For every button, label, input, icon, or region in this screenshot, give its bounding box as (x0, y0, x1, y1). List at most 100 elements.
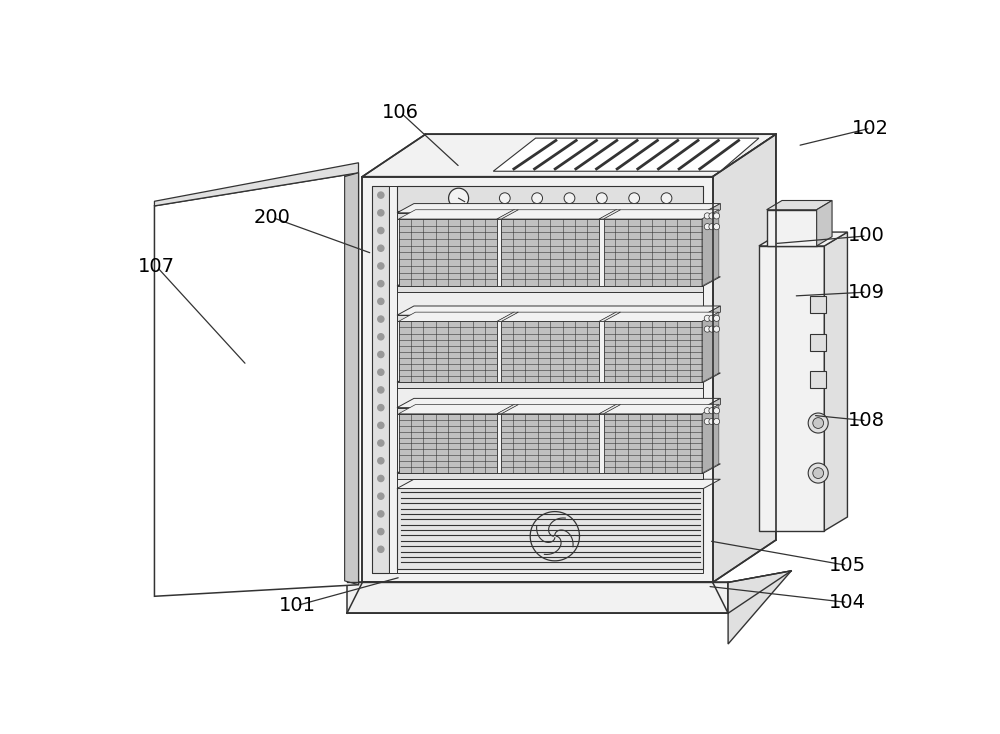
Polygon shape (399, 404, 515, 414)
Polygon shape (397, 186, 703, 211)
Polygon shape (497, 321, 501, 382)
Circle shape (709, 326, 715, 333)
Circle shape (813, 468, 824, 479)
Text: 106: 106 (382, 103, 419, 123)
Circle shape (378, 334, 384, 340)
Polygon shape (767, 210, 817, 246)
Polygon shape (599, 321, 604, 382)
Polygon shape (817, 200, 832, 246)
Circle shape (378, 352, 384, 357)
Circle shape (808, 463, 828, 483)
Polygon shape (497, 210, 518, 219)
Polygon shape (397, 382, 703, 388)
Circle shape (629, 193, 640, 203)
Polygon shape (397, 315, 703, 321)
Circle shape (378, 422, 384, 429)
Polygon shape (345, 171, 358, 177)
Circle shape (713, 224, 720, 230)
Polygon shape (497, 219, 501, 286)
Circle shape (378, 263, 384, 269)
Circle shape (378, 476, 384, 482)
Polygon shape (345, 172, 358, 585)
Polygon shape (810, 335, 826, 352)
Polygon shape (599, 414, 604, 473)
Text: 102: 102 (852, 119, 889, 137)
Polygon shape (703, 399, 720, 414)
Polygon shape (810, 371, 826, 388)
Polygon shape (767, 200, 832, 210)
Text: 107: 107 (138, 257, 175, 276)
Circle shape (378, 546, 384, 553)
Polygon shape (362, 134, 776, 177)
Polygon shape (397, 399, 720, 407)
Polygon shape (703, 306, 720, 321)
Circle shape (709, 407, 715, 414)
Circle shape (704, 224, 710, 230)
Circle shape (378, 228, 384, 233)
Circle shape (532, 193, 543, 203)
Circle shape (378, 210, 384, 216)
Circle shape (808, 413, 828, 433)
Polygon shape (397, 203, 720, 213)
Polygon shape (501, 219, 600, 286)
Circle shape (378, 493, 384, 499)
Polygon shape (397, 213, 703, 219)
Polygon shape (603, 414, 702, 473)
Circle shape (378, 528, 384, 534)
Circle shape (709, 224, 715, 230)
Polygon shape (399, 312, 515, 321)
Polygon shape (397, 277, 720, 286)
Polygon shape (397, 306, 720, 315)
Circle shape (378, 458, 384, 464)
Circle shape (713, 315, 720, 321)
Circle shape (499, 193, 510, 203)
Polygon shape (397, 407, 703, 414)
Polygon shape (501, 321, 600, 382)
Polygon shape (603, 404, 719, 414)
Circle shape (704, 213, 710, 219)
Polygon shape (600, 312, 617, 382)
Polygon shape (759, 232, 847, 246)
Polygon shape (702, 312, 719, 382)
Circle shape (704, 315, 710, 321)
Polygon shape (397, 373, 720, 382)
Text: 108: 108 (848, 411, 885, 430)
Circle shape (378, 192, 384, 198)
Circle shape (709, 213, 715, 219)
Circle shape (378, 404, 384, 411)
Polygon shape (397, 464, 720, 473)
Polygon shape (399, 210, 515, 219)
Polygon shape (702, 404, 719, 473)
Circle shape (378, 387, 384, 393)
Polygon shape (397, 286, 703, 292)
Polygon shape (397, 479, 720, 489)
Polygon shape (759, 246, 824, 531)
Circle shape (713, 213, 720, 219)
Polygon shape (702, 210, 719, 286)
Polygon shape (493, 138, 759, 171)
Circle shape (378, 280, 384, 287)
Text: 200: 200 (254, 208, 291, 227)
Polygon shape (347, 582, 728, 613)
Circle shape (564, 193, 575, 203)
Circle shape (596, 193, 607, 203)
Polygon shape (599, 312, 621, 321)
Polygon shape (154, 172, 358, 596)
Polygon shape (600, 210, 617, 286)
Polygon shape (599, 404, 621, 414)
Polygon shape (501, 404, 617, 414)
Polygon shape (372, 186, 703, 573)
Polygon shape (728, 571, 791, 613)
Polygon shape (154, 163, 358, 206)
Polygon shape (389, 186, 397, 573)
Text: 109: 109 (848, 283, 885, 302)
Polygon shape (497, 404, 518, 414)
Polygon shape (728, 571, 791, 644)
Polygon shape (703, 203, 720, 219)
Circle shape (704, 326, 710, 333)
Text: 101: 101 (278, 596, 315, 615)
Polygon shape (599, 219, 604, 286)
Circle shape (661, 193, 672, 203)
Polygon shape (362, 177, 713, 582)
Polygon shape (498, 312, 515, 382)
